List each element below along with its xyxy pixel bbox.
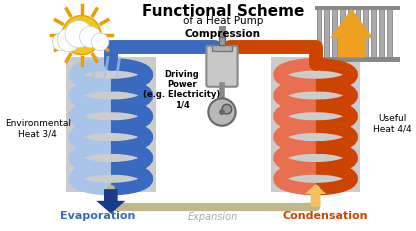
Text: Environmental
Heat 3/4: Environmental Heat 3/4 [5,119,71,138]
Circle shape [208,99,235,126]
Bar [356,10,360,60]
Bar [314,7,400,11]
Text: Driving
Power
(e.g. Electricity)
1/4: Driving Power (e.g. Electricity) 1/4 [144,69,220,109]
Text: of a Heat Pump: of a Heat Pump [183,15,263,25]
Bar [363,10,368,60]
Bar [317,10,322,60]
Text: Condensation: Condensation [282,210,368,220]
Circle shape [222,105,232,115]
FancyBboxPatch shape [206,47,238,87]
Polygon shape [305,184,326,207]
Bar [212,46,232,52]
Bar [340,10,345,60]
Bar [332,10,337,60]
Text: Expansion: Expansion [188,211,238,221]
Circle shape [57,29,81,52]
Bar [324,10,329,60]
Circle shape [92,34,109,52]
Circle shape [52,34,70,52]
Circle shape [219,110,225,116]
Bar [219,38,225,46]
Polygon shape [330,10,373,58]
Bar [371,10,376,60]
Text: Compression: Compression [185,29,261,39]
Text: Functional Scheme: Functional Scheme [142,4,304,19]
Circle shape [79,27,101,49]
Bar [387,10,391,60]
Bar [66,58,156,192]
Text: Evaporation: Evaporation [60,210,136,220]
Circle shape [62,16,101,55]
Bar [271,58,360,192]
Bar [314,58,400,63]
Text: Useful
Heat 4/4: Useful Heat 4/4 [373,114,412,133]
Polygon shape [96,189,126,213]
Bar [379,10,384,60]
Circle shape [65,21,92,49]
Bar [348,10,353,60]
